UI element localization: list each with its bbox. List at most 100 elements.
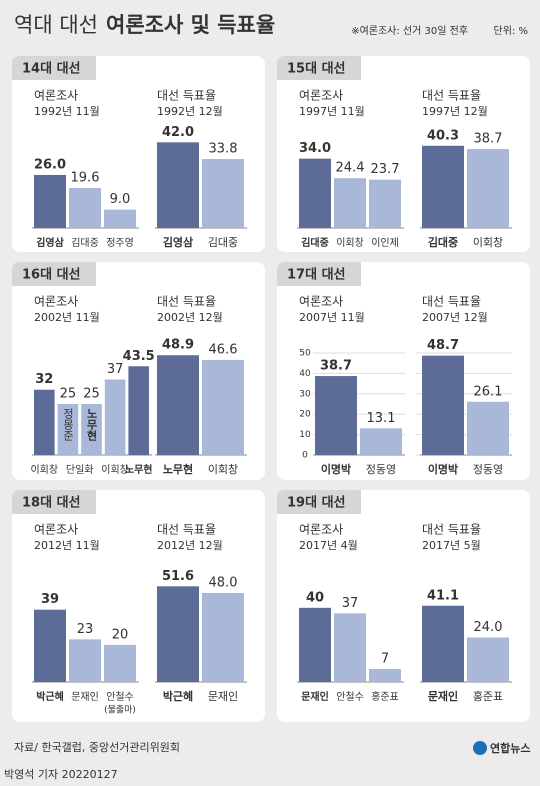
chart-title: 여론조사: [299, 295, 343, 309]
bar: [34, 174, 66, 228]
value-label: 24.4: [336, 161, 365, 176]
chart-title: 여론조사: [34, 295, 78, 309]
panel-tab: [12, 490, 96, 514]
in-bar-label: 노무현: [85, 408, 98, 441]
chart-subtitle: 1997년 11월: [299, 105, 365, 118]
bar: [104, 209, 136, 228]
x-tick-label: 정동영: [366, 463, 396, 476]
value-label: 38.7: [474, 132, 503, 147]
x-tick-label: 이명박: [428, 462, 458, 476]
chart-subtitle: 2002년 12월: [157, 311, 223, 324]
chart-title: 대선 득표율: [422, 89, 481, 103]
in-bar-label: 정몽준: [61, 408, 74, 441]
bar: [202, 592, 244, 682]
value-label: 20: [112, 627, 129, 642]
value-label: 38.7: [320, 359, 352, 374]
value-label: 26.0: [34, 157, 66, 172]
chart-title: 여론조사: [299, 89, 343, 103]
bar: [202, 359, 244, 455]
value-label: 25: [60, 387, 77, 402]
value-label: 23: [77, 622, 94, 637]
panel-label: 17대 대선: [287, 267, 346, 283]
bar: [369, 669, 401, 682]
value-label: 25: [83, 387, 100, 402]
bar: [57, 404, 79, 455]
source: 자료/ 한국갤럽, 중앙선거관리위원회: [14, 740, 180, 754]
bar: [69, 639, 101, 682]
x-tick-label: 이회창: [101, 464, 129, 476]
x-tick-label: 문재인: [71, 691, 99, 703]
bar: [34, 609, 66, 682]
bar: [334, 178, 366, 228]
note: ※여론조사: 선거 30일 전후: [351, 25, 468, 37]
value-label: 23.7: [371, 162, 400, 177]
panel-tab: [277, 56, 361, 80]
panel-tab: [277, 262, 361, 286]
value-label: 46.6: [209, 342, 238, 357]
x-tick-label: 이인제: [371, 237, 399, 249]
value-label: 41.1: [427, 588, 459, 603]
x-tick-label: 김영삼: [36, 236, 64, 249]
bar: [369, 179, 401, 228]
chart-title: 대선 득표율: [157, 89, 216, 103]
bar: [467, 637, 509, 682]
y-tick-label: 20: [299, 410, 311, 420]
y-tick-label: 40: [299, 369, 311, 379]
bar: [34, 389, 55, 455]
bar: [334, 613, 366, 682]
bar: [422, 355, 464, 455]
group-label: 단일화: [66, 464, 94, 476]
value-label: 19.6: [71, 171, 100, 186]
bar: [467, 149, 509, 228]
x-tick-label: 김대중: [428, 235, 458, 249]
x-tick-label: 이명박: [321, 462, 351, 476]
y-tick-label: 30: [299, 389, 311, 399]
value-label: 37: [342, 596, 359, 611]
chart-subtitle: 2017년 5월: [422, 539, 481, 552]
value-label: 40.3: [427, 128, 459, 143]
value-label: 34.0: [299, 141, 331, 156]
category-note: (불출마): [104, 705, 136, 716]
x-tick-label: 이회창: [473, 236, 503, 249]
x-tick-label: 노무현: [125, 463, 153, 476]
logo-icon: [473, 741, 487, 755]
bar: [315, 376, 357, 455]
value-label: 48.9: [162, 338, 194, 353]
title-light: 역대 대선: [14, 13, 98, 37]
value-label: 43.5: [123, 349, 155, 364]
chart-subtitle: 2002년 11월: [34, 311, 100, 324]
chart-title: 여론조사: [34, 523, 78, 537]
panel-label: 18대 대선: [22, 495, 81, 511]
value-label: 13.1: [367, 411, 396, 426]
x-tick-label: 문재인: [428, 689, 458, 703]
unit: 단위: %: [494, 24, 528, 37]
x-tick-label: 홍준표: [473, 689, 503, 703]
bar: [81, 404, 102, 455]
chart-subtitle: 2007년 12월: [422, 311, 488, 324]
credit: 박영석 기자 20220127: [4, 768, 118, 781]
bar: [128, 366, 149, 455]
x-tick-label: 이회창: [208, 463, 238, 476]
panel-label: 19대 대선: [287, 495, 346, 511]
bar: [157, 142, 199, 228]
value-label: 39: [41, 592, 59, 607]
x-tick-label: 문재인: [208, 690, 238, 703]
y-tick-label: 0: [302, 451, 308, 461]
value-label: 48.7: [427, 338, 459, 353]
value-label: 40: [306, 590, 324, 605]
x-tick-label: 정동영: [473, 463, 503, 476]
bar: [69, 188, 101, 228]
bar: [157, 586, 199, 682]
chart-subtitle: 1992년 11월: [34, 105, 100, 118]
panel-label: 15대 대선: [287, 61, 346, 77]
y-tick-label: 10: [299, 430, 311, 440]
x-tick-label: 이회창: [30, 464, 58, 476]
chart-subtitle: 1992년 12월: [157, 105, 223, 118]
panel-tab: [277, 490, 361, 514]
bar: [422, 605, 464, 682]
x-tick-label: 문재인: [301, 690, 329, 703]
bar: [299, 607, 331, 682]
panel-tab: [12, 56, 96, 80]
bar: [157, 355, 199, 455]
